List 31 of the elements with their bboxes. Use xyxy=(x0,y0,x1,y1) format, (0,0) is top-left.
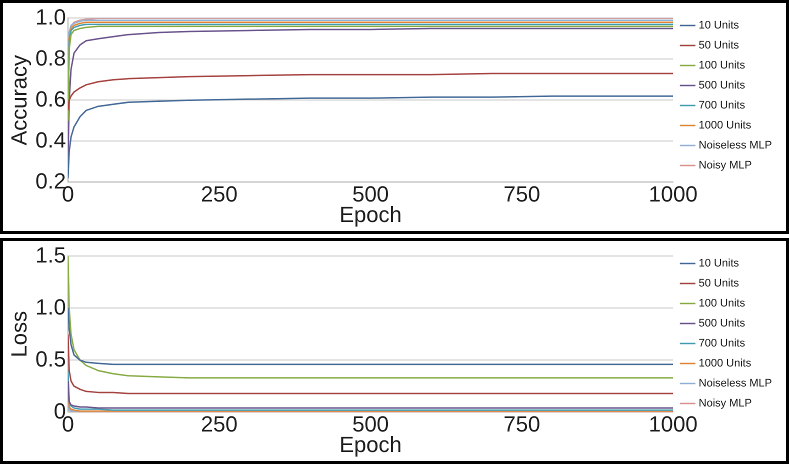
y-tick-label: 1.0 xyxy=(35,294,66,320)
legend-label: 500 Units xyxy=(698,318,746,330)
legend-label: 500 Units xyxy=(698,80,746,92)
legend-label: Noiseless MLP xyxy=(698,378,772,390)
y-tick-label: 1.5 xyxy=(35,242,66,268)
x-tick-label: 1000 xyxy=(648,411,698,436)
legend-label: Noiseless MLP xyxy=(698,140,772,152)
legend-label: Noisy MLP xyxy=(698,398,752,410)
y-tick-label: 0.6 xyxy=(35,86,66,112)
x-tick-label: 250 xyxy=(200,411,238,436)
y-tick-label: 0.5 xyxy=(35,346,66,372)
legend-label: 50 Units xyxy=(698,40,740,52)
x-tick-label: 1000 xyxy=(648,181,698,206)
legend-label: 1000 Units xyxy=(698,120,752,132)
x-tick-label: 250 xyxy=(200,181,238,206)
x-tick-label: 750 xyxy=(503,181,540,206)
legend-label: 700 Units xyxy=(698,338,746,350)
legend-label: 700 Units xyxy=(698,100,746,112)
y-axis-title: Accuracy xyxy=(6,54,32,146)
legend-label: Noisy MLP xyxy=(698,160,752,172)
legend-label: 100 Units xyxy=(698,60,746,72)
legend-label: 50 Units xyxy=(698,278,740,290)
y-tick-label: 0.8 xyxy=(35,45,66,70)
legend-label: 10 Units xyxy=(698,258,740,270)
legend-label: 1000 Units xyxy=(698,358,752,370)
y-tick-label: 0.4 xyxy=(35,127,66,152)
legend-label: 100 Units xyxy=(698,298,746,310)
y-axis-title: Loss xyxy=(6,310,32,358)
legend-label: 10 Units xyxy=(698,20,740,32)
y-tick-label: 1.0 xyxy=(35,4,66,30)
x-tick-label: 750 xyxy=(503,411,540,436)
